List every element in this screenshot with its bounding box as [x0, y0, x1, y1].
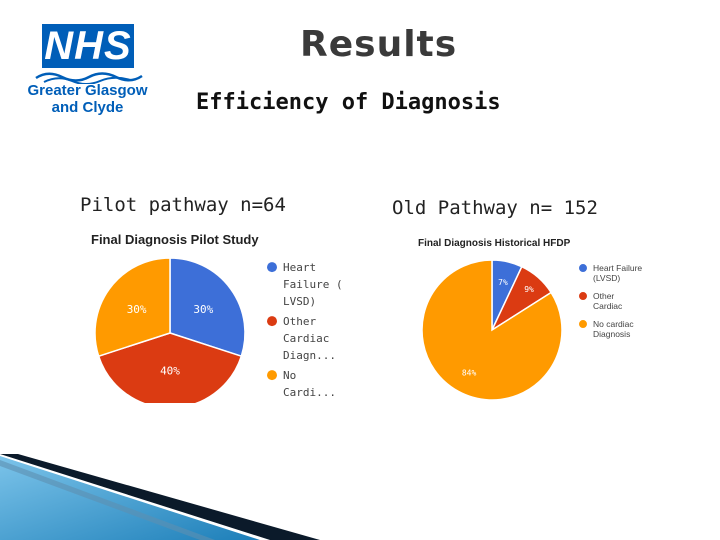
page-title: Results — [300, 24, 458, 65]
legend-label: LVSD) — [283, 295, 316, 308]
legend-swatch — [579, 320, 587, 329]
caption-old-pathway: Old Pathway n= 152 — [392, 197, 598, 219]
legend-label: (LVSD) — [593, 273, 620, 283]
legend-label: Failure ( — [283, 278, 343, 291]
logo-line-greater-glasgow: Greater Glasgow — [27, 82, 148, 99]
slice-label: 9% — [524, 285, 534, 294]
pie-slice — [97, 332, 243, 403]
slice-label: 7% — [498, 278, 508, 287]
legend-label: Heart — [283, 261, 316, 274]
legend-label: Cardiac — [593, 301, 623, 311]
legend-label: Heart Failure — [593, 263, 642, 273]
slice-label: 84% — [462, 369, 477, 378]
pilot-study-pie-chart: Final Diagnosis Pilot Study 30% 40% 30% He… — [91, 232, 343, 403]
pie-slice — [94, 257, 171, 358]
legend-swatch — [267, 316, 277, 327]
caption-pilot-pathway: Pilot pathway n=64 — [80, 194, 286, 216]
slice-label: 30% — [127, 303, 147, 316]
decorative-swoosh — [0, 454, 320, 540]
legend-label: Cardiac — [283, 332, 329, 345]
logo-line-and-clyde: and Clyde — [51, 99, 124, 116]
legend-swatch — [267, 370, 277, 381]
logo-nhs-text: NHS — [42, 24, 134, 68]
legend-label: No cardiac — [593, 319, 634, 329]
legend-label: No — [283, 369, 296, 382]
legend-label: Other — [593, 291, 614, 301]
page-subtitle: Efficiency of Diagnosis — [196, 90, 501, 115]
legend-label: Other — [283, 315, 316, 328]
legend-label: Diagnosis — [593, 329, 630, 339]
nhs-logo: NHS Greater Glasgow and Clyde — [20, 20, 155, 125]
legend-label: Cardi... — [283, 386, 336, 399]
legend-swatch — [267, 262, 277, 273]
chart-title: Final Diagnosis Pilot Study — [91, 232, 259, 247]
legend-swatch — [579, 264, 587, 273]
slice-label: 40% — [160, 365, 180, 378]
pie-slice — [169, 257, 246, 358]
legend-label: Diagn... — [283, 349, 336, 362]
logo-waves-icon — [35, 72, 143, 84]
slice-label: 30% — [193, 303, 213, 316]
pie-slice — [421, 259, 563, 401]
legend-swatch — [579, 292, 587, 301]
historical-hfdp-pie-chart: Final Diagnosis Historical HFDP 7%9%84% … — [418, 238, 642, 401]
chart-title: Final Diagnosis Historical HFDP — [418, 238, 571, 249]
